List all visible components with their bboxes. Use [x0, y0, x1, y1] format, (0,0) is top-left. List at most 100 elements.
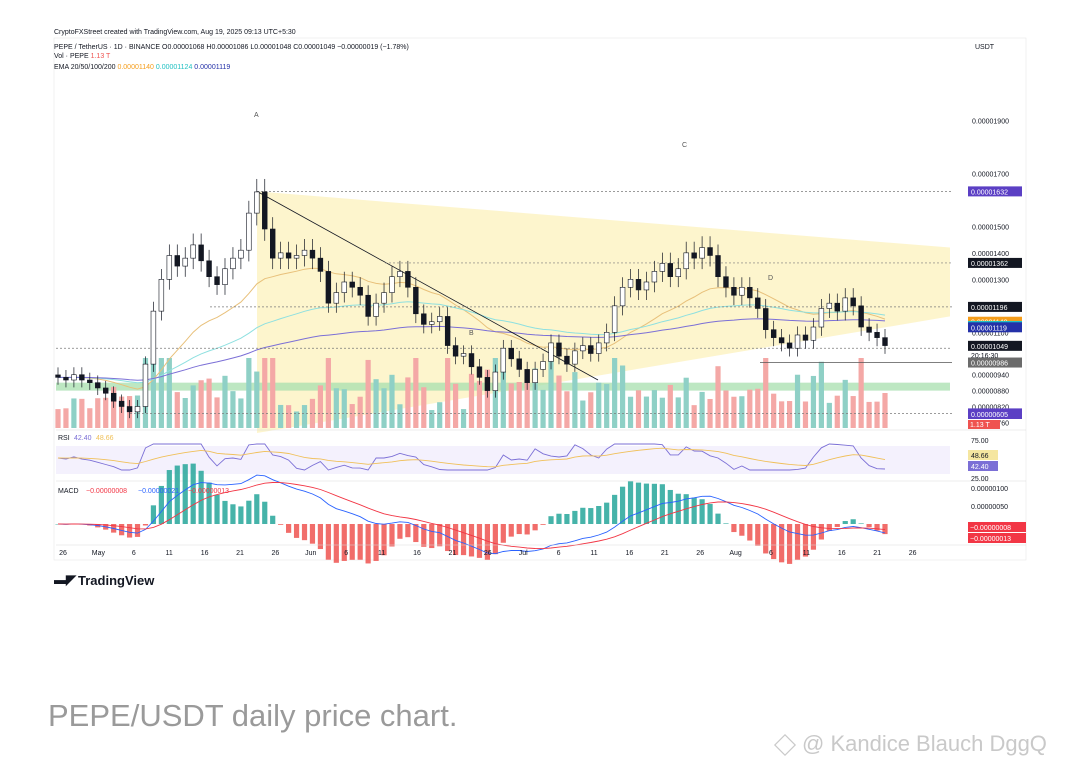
x-tick-label: 21 [236, 550, 244, 557]
volume-bar [659, 397, 665, 428]
macd-histogram-bar [826, 524, 832, 531]
candle-body [158, 279, 165, 312]
candle-body [174, 255, 180, 267]
volume-bar [715, 366, 721, 428]
volume-bar [643, 396, 650, 428]
price-badge [968, 357, 1022, 368]
macd-histogram-bar [158, 485, 164, 524]
candle-body [739, 286, 745, 296]
candle-body [397, 271, 403, 277]
candle-body [755, 297, 761, 309]
macd-histogram-bar [190, 463, 196, 524]
macd-histogram-bar [882, 524, 888, 535]
macd-histogram-bar [858, 523, 864, 524]
candle-body [484, 377, 491, 391]
ema50-line [57, 301, 886, 384]
tradingview-logo[interactable]: ▬◤ TradingView [54, 572, 154, 588]
macd-histogram-bar [818, 524, 824, 540]
macd-histogram-bar [230, 504, 236, 524]
y-tick-label: 0.00000820 [972, 405, 1009, 412]
candle-body [55, 374, 61, 378]
candle-body [858, 305, 864, 328]
candle-body [810, 326, 817, 341]
macd-histogram-bar [715, 513, 721, 524]
candle-body [731, 286, 737, 296]
macd-histogram-bar [381, 524, 387, 556]
macd-histogram-bar [214, 494, 220, 524]
candle-body [87, 379, 93, 383]
candle-body [325, 271, 332, 304]
candle-body [651, 271, 658, 283]
volume-bar [437, 402, 443, 428]
volume-bar [413, 358, 419, 428]
currency-label: USDT [975, 44, 995, 51]
macd-histogram-bar [834, 524, 840, 527]
x-tick-label: 16 [626, 550, 634, 557]
candle-body [794, 334, 801, 349]
macd-histogram-bar [484, 524, 491, 560]
candle-body [572, 350, 578, 365]
volume-bar [325, 358, 331, 428]
candle-body [317, 257, 324, 272]
volume-bar [429, 410, 435, 428]
macd-histogram-bar [341, 524, 347, 561]
countdown-label: 20:16:30 [971, 353, 998, 360]
macd-histogram-bar [119, 524, 125, 536]
x-tick-label: 11 [590, 550, 597, 557]
macd-histogram-bar [572, 510, 578, 524]
volume-bar [786, 401, 793, 428]
macd-histogram-bar [437, 524, 443, 547]
volume-bar [747, 389, 753, 428]
volume-bar [675, 397, 681, 428]
x-tick-label: 26 [272, 550, 280, 557]
macd-histogram-bar [874, 524, 880, 531]
volume-bar [174, 392, 180, 428]
volume-legend: Vol · PEPE 1.13 T [54, 53, 110, 60]
macd-histogram-bar [349, 524, 355, 560]
price-badge [968, 257, 1022, 268]
volume-bar [651, 390, 657, 428]
macd-histogram-bar [723, 523, 729, 524]
macd-histogram-bar [182, 464, 188, 524]
ema100-line [58, 318, 886, 381]
macd-histogram-bar [142, 524, 149, 526]
y-tick-label: 0.00001900 [972, 118, 1009, 125]
candle-body [452, 345, 459, 357]
candle-body [405, 271, 411, 288]
macd-histogram-bar [659, 484, 665, 524]
candle-body [373, 302, 379, 317]
volume-bar [516, 382, 522, 428]
volume-bar [588, 392, 594, 428]
volume-bar [739, 396, 745, 428]
y-tick-label: 0.00001300 [972, 277, 1009, 284]
macd-histogram-bar [468, 524, 475, 557]
price-badge-label: 0.00001632 [971, 189, 1008, 196]
volume-bar [103, 397, 109, 428]
macd-histogram-bar [747, 524, 753, 541]
candle-body [182, 257, 188, 267]
price-badge-label: 0.00000986 [971, 361, 1008, 368]
candle-body [476, 366, 483, 378]
volume-bar [850, 396, 856, 428]
rsi-value: 42.40 [74, 435, 92, 442]
price-chart[interactable]: 0.00001900 0.00001700 0.00001500 0.00001400… [0, 0, 1080, 600]
x-tick-label: 6 [132, 550, 136, 557]
price-badge-label: 0.00001049 [971, 344, 1008, 351]
candle-body [341, 281, 347, 293]
macd-value: −0.00000021 [138, 488, 179, 495]
volume-bar [150, 358, 157, 428]
volume-bar [87, 408, 93, 428]
volume-bar [238, 398, 244, 428]
macd-histogram-bar [604, 502, 610, 524]
volume-bar [254, 371, 260, 428]
candle-body [254, 191, 260, 214]
candle-body [603, 332, 610, 344]
y-tick-label: 0.00000940 [972, 373, 1009, 380]
ema20-value: 0.00001140 [117, 64, 154, 71]
candle-body [556, 342, 562, 357]
candle-body [126, 406, 133, 413]
chart-created-line: CryptoFXStreet created with TradingView.… [54, 29, 296, 36]
volume-badge [968, 409, 1022, 419]
candle-body [142, 363, 149, 407]
volume-bar [842, 379, 848, 428]
